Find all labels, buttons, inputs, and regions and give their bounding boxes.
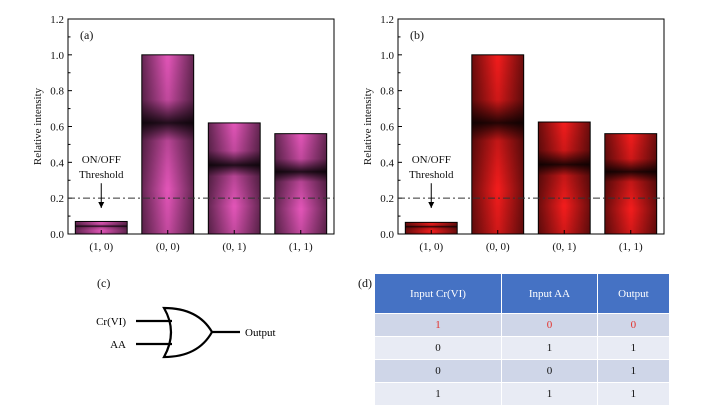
table-cell: 0 xyxy=(502,360,598,383)
table-cell: 0 xyxy=(597,314,669,337)
y-axis-label: Relative intensity xyxy=(362,87,374,165)
x-tick-label: (0, 1) xyxy=(552,241,576,253)
panel-label-d: (d) xyxy=(358,276,372,291)
table-row: 1 1 1 xyxy=(375,383,669,405)
bar-chart-b: 0.0 0.2 0.4 0.6 0.8 1.0 1.2 Relative intensity (… xyxy=(354,0,709,260)
y-tick-label: 0.2 xyxy=(380,193,394,205)
x-tick-label: (1, 1) xyxy=(289,241,313,253)
y-tick-label: 1.2 xyxy=(50,14,64,26)
x-tick-label: (1, 0) xyxy=(419,241,443,253)
panel-label: (a) xyxy=(80,28,93,42)
truth-table: Input Cr(VI) Input AA Output 1 0 0 0 1 1… xyxy=(375,274,669,405)
threshold-annotation-line1: ON/OFF xyxy=(412,154,451,166)
table-cell: 1 xyxy=(375,314,502,337)
y-tick-label: 0.4 xyxy=(380,157,394,169)
bar-shade-vertical xyxy=(208,123,260,234)
threshold-arrow-head xyxy=(98,202,104,208)
y-tick-label: 0.0 xyxy=(50,229,64,241)
y-tick-label: 0.6 xyxy=(380,122,394,134)
gate-output-label: Output xyxy=(245,327,276,339)
y-tick-label: 0.6 xyxy=(50,122,64,134)
bar-shade-vertical xyxy=(472,55,524,234)
y-tick-label: 1.0 xyxy=(380,50,394,62)
threshold-annotation-line2: Threshold xyxy=(79,169,124,181)
gate-input-label-2: AA xyxy=(110,339,126,351)
panel-label: (b) xyxy=(410,28,424,42)
x-tick-label: (0, 0) xyxy=(156,241,180,253)
x-tick-label: (1, 0) xyxy=(89,241,113,253)
bar-shade-vertical xyxy=(538,122,590,234)
y-tick-label: 0.4 xyxy=(50,157,64,169)
truth-table-header-row: Input Cr(VI) Input AA Output xyxy=(375,274,669,314)
y-tick-label: 0.2 xyxy=(50,193,64,205)
threshold-annotation-line2: Threshold xyxy=(409,169,454,181)
table-row: 0 0 1 xyxy=(375,360,669,383)
table-cell: 0 xyxy=(375,360,502,383)
bar-shade-vertical xyxy=(275,134,327,234)
gate-input-label-1: Cr(VI) xyxy=(96,316,126,328)
y-tick-label: 1.2 xyxy=(380,14,394,26)
y-tick-label: 1.0 xyxy=(50,50,64,62)
or-gate-diagram: Cr(VI) AA Output xyxy=(80,278,360,398)
table-row: 1 0 0 xyxy=(375,314,669,337)
x-tick-label: (1, 1) xyxy=(619,241,643,253)
table-cell: 0 xyxy=(375,337,502,360)
y-tick-label: 0.8 xyxy=(50,86,64,98)
bar-shade-vertical xyxy=(605,134,657,234)
bar-chart-a: 0.0 0.2 0.4 0.6 0.8 1.0 1.2 Relative intensity (… xyxy=(0,0,354,260)
x-tick-label: (0, 0) xyxy=(486,241,510,253)
table-cell: 1 xyxy=(502,337,598,360)
y-axis-label: Relative intensity xyxy=(32,87,44,165)
table-cell: 1 xyxy=(502,383,598,405)
table-cell: 1 xyxy=(597,337,669,360)
header-input-aa: Input AA xyxy=(502,274,598,314)
table-cell: 1 xyxy=(597,360,669,383)
table-cell: 1 xyxy=(375,383,502,405)
x-tick-label: (0, 1) xyxy=(222,241,246,253)
threshold-arrow-head xyxy=(428,202,434,208)
table-cell: 1 xyxy=(597,383,669,405)
or-gate-icon xyxy=(164,308,212,357)
threshold-annotation-line1: ON/OFF xyxy=(82,154,121,166)
table-cell: 0 xyxy=(502,314,598,337)
bar-shade-vertical xyxy=(142,55,194,234)
header-input-crvi: Input Cr(VI) xyxy=(375,274,502,314)
y-tick-label: 0.0 xyxy=(380,229,394,241)
header-output: Output xyxy=(597,274,669,314)
y-tick-label: 0.8 xyxy=(380,86,394,98)
table-row: 0 1 1 xyxy=(375,337,669,360)
